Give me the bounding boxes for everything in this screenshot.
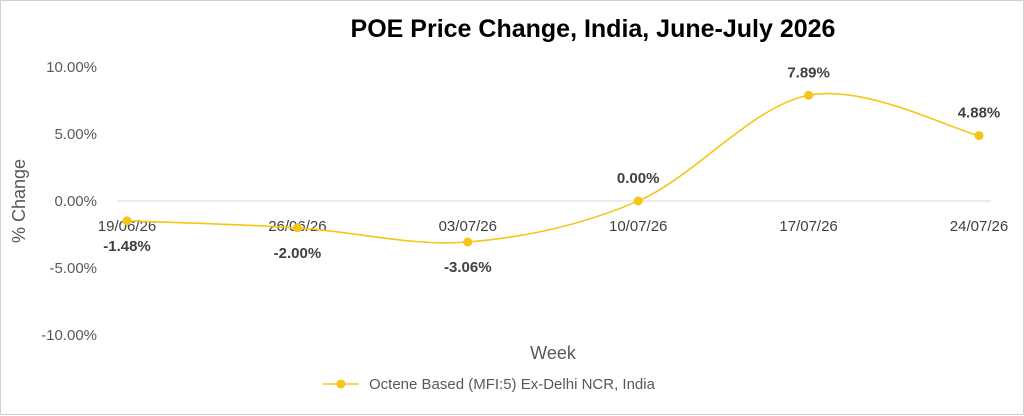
legend: Octene Based (MFI:5) Ex-Delhi NCR, India [323,376,656,393]
y-tick-label: 10.00% [46,59,97,76]
legend-series-name: Octene Based (MFI:5) Ex-Delhi NCR, India [369,376,656,393]
x-axis: 19/06/2626/06/2603/07/2610/07/2617/07/26… [98,218,1008,235]
y-tick-label: 0.00% [54,193,97,210]
legend-dot-marker [336,379,346,389]
data-label: -2.00% [274,245,322,262]
x-tick-label: 24/07/26 [950,218,1008,235]
data-point [974,131,984,141]
data-label: 7.89% [787,64,830,81]
data-label: 0.00% [617,170,660,187]
y-tick-label: -10.00% [41,327,97,344]
x-axis-label: Week [530,343,577,363]
y-tick-label: -5.00% [49,260,97,277]
data-point [804,90,814,100]
chart-title: POE Price Change, India, June-July 2026 [351,15,836,43]
y-axis: 10.00% 5.00% 0.00% -5.00% -10.00% [41,59,97,344]
data-label: -3.06% [444,259,492,276]
x-tick-label: 03/07/26 [439,218,497,235]
x-tick-label: 17/07/26 [779,218,837,235]
data-point [292,223,302,233]
data-point [463,237,473,247]
data-label: 4.88% [958,105,1001,122]
data-points [122,90,984,247]
x-tick-label: 10/07/26 [609,218,667,235]
data-label: -1.48% [103,238,151,255]
x-tick-label: 19/06/26 [98,218,156,235]
data-point [633,196,643,206]
data-labels: -1.48% -2.00% -3.06% 0.00% 7.89% 4.88% [103,64,1000,276]
y-tick-label: 5.00% [54,126,97,143]
data-point [122,216,132,226]
series-line [126,92,980,244]
y-axis-label: % Change [9,159,29,243]
